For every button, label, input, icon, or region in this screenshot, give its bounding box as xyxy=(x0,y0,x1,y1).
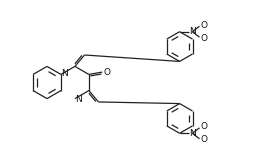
Text: N: N xyxy=(189,129,196,138)
Text: O: O xyxy=(200,122,207,131)
Text: O: O xyxy=(200,34,207,43)
Text: O: O xyxy=(200,21,207,30)
Text: N: N xyxy=(61,69,68,78)
Text: O: O xyxy=(200,135,207,144)
Text: O: O xyxy=(103,68,110,77)
Text: N: N xyxy=(75,95,81,104)
Text: N: N xyxy=(189,27,196,36)
